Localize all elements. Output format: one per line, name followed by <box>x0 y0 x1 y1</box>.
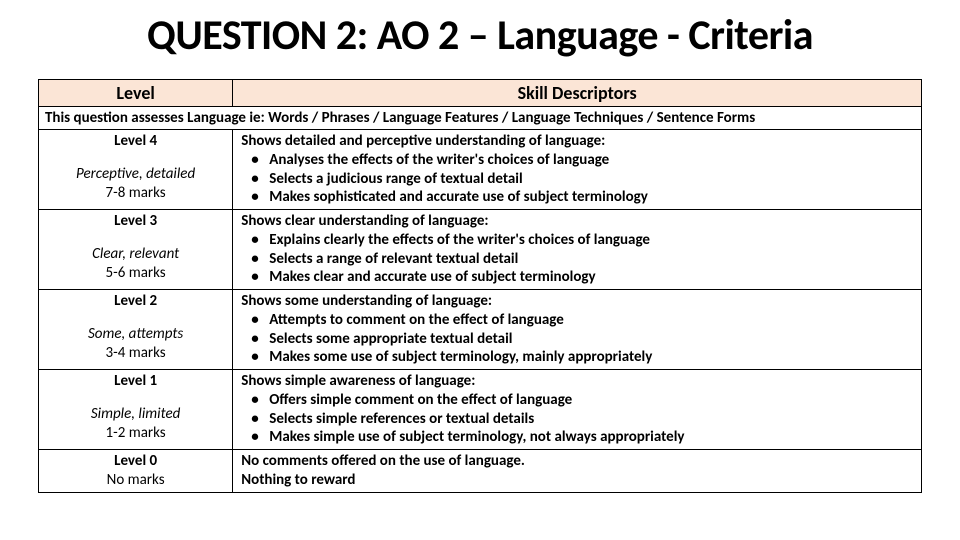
bullet-item: Selects a range of relevant textual deta… <box>241 250 913 269</box>
level-marks: 7-8 marks <box>43 184 228 203</box>
level-desc: Clear, relevant <box>43 245 228 264</box>
level-cell: Level 0 No marks <box>39 450 233 493</box>
bullet-item: Makes some use of subject terminology, m… <box>241 348 913 367</box>
assessment-note-row: This question assesses Language ie: Word… <box>39 107 922 130</box>
bullet-item: Attempts to comment on the effect of lan… <box>241 311 913 330</box>
skill-cell: Shows simple awareness of language: Offe… <box>233 370 922 450</box>
skill-bullets: Offers simple comment on the effect of l… <box>241 391 913 447</box>
skill-extra: Nothing to reward <box>241 471 913 490</box>
level-name: Level 0 <box>43 452 228 471</box>
table-row: Level 4 Perceptive, detailed 7-8 marks S… <box>39 130 922 210</box>
skill-bullets: Explains clearly the effects of the writ… <box>241 231 913 287</box>
skill-intro: Shows clear understanding of language: <box>241 212 913 231</box>
level-marks: 3-4 marks <box>43 344 228 363</box>
header-skill: Skill Descriptors <box>233 80 922 107</box>
assessment-note: This question assesses Language ie: Word… <box>39 107 922 130</box>
skill-intro: Shows detailed and perceptive understand… <box>241 132 913 151</box>
level-name: Level 3 <box>43 212 228 231</box>
skill-intro: No comments offered on the use of langua… <box>241 452 913 471</box>
header-level: Level <box>39 80 233 107</box>
skill-intro: Shows some understanding of language: <box>241 292 913 311</box>
level-cell: Level 1 Simple, limited 1-2 marks <box>39 370 233 450</box>
spacer <box>43 231 228 245</box>
page-title: QUESTION 2: AO 2 – Language - Criteria <box>38 10 922 61</box>
level-name: Level 2 <box>43 292 228 311</box>
level-desc: Perceptive, detailed <box>43 165 228 184</box>
slide: QUESTION 2: AO 2 – Language - Criteria L… <box>0 0 960 540</box>
bullet-item: Makes sophisticated and accurate use of … <box>241 188 913 207</box>
skill-bullets: Attempts to comment on the effect of lan… <box>241 311 913 367</box>
spacer <box>43 391 228 405</box>
level-cell: Level 3 Clear, relevant 5-6 marks <box>39 210 233 290</box>
bullet-item: Selects simple references or textual det… <box>241 410 913 429</box>
bullet-item: Selects a judicious range of textual det… <box>241 170 913 189</box>
skill-bullets: Analyses the effects of the writer's cho… <box>241 151 913 207</box>
table-row: Level 3 Clear, relevant 5-6 marks Shows … <box>39 210 922 290</box>
skill-cell: Shows detailed and perceptive understand… <box>233 130 922 210</box>
table-row: Level 0 No marks No comments offered on … <box>39 450 922 493</box>
level-desc: Simple, limited <box>43 405 228 424</box>
bullet-item: Offers simple comment on the effect of l… <box>241 391 913 410</box>
skill-cell: Shows clear understanding of language: E… <box>233 210 922 290</box>
spacer <box>43 151 228 165</box>
bullet-item: Analyses the effects of the writer's cho… <box>241 151 913 170</box>
criteria-table: Level Skill Descriptors This question as… <box>38 79 922 493</box>
level-name: Level 4 <box>43 132 228 151</box>
bullet-item: Makes simple use of subject terminology,… <box>241 428 913 447</box>
bullet-item: Selects some appropriate textual detail <box>241 330 913 349</box>
skill-cell: No comments offered on the use of langua… <box>233 450 922 493</box>
skill-cell: Shows some understanding of language: At… <box>233 290 922 370</box>
level-marks: No marks <box>43 471 228 490</box>
table-header-row: Level Skill Descriptors <box>39 80 922 107</box>
level-marks: 1-2 marks <box>43 424 228 443</box>
level-name: Level 1 <box>43 372 228 391</box>
table-row: Level 2 Some, attempts 3-4 marks Shows s… <box>39 290 922 370</box>
level-desc: Some, attempts <box>43 325 228 344</box>
level-cell: Level 4 Perceptive, detailed 7-8 marks <box>39 130 233 210</box>
skill-intro: Shows simple awareness of language: <box>241 372 913 391</box>
bullet-item: Explains clearly the effects of the writ… <box>241 231 913 250</box>
spacer <box>43 311 228 325</box>
level-marks: 5-6 marks <box>43 264 228 283</box>
level-cell: Level 2 Some, attempts 3-4 marks <box>39 290 233 370</box>
bullet-item: Makes clear and accurate use of subject … <box>241 268 913 287</box>
table-row: Level 1 Simple, limited 1-2 marks Shows … <box>39 370 922 450</box>
